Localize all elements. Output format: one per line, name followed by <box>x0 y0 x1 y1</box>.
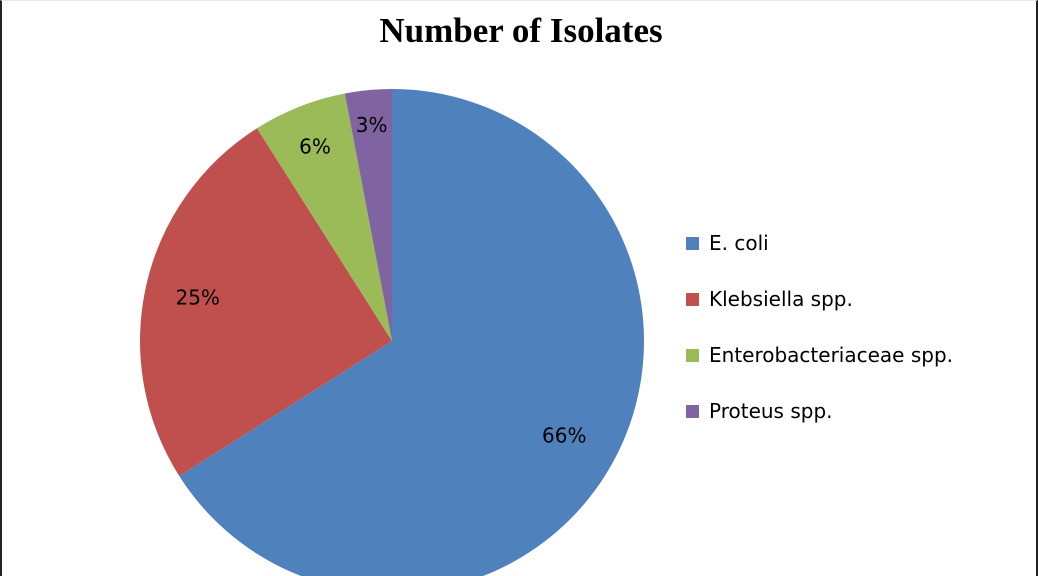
legend-label-enterobacteriaceae: Enterobacteriaceae spp. <box>709 343 953 367</box>
legend-swatch-e-coli <box>686 236 699 250</box>
chart-title: Number of Isolates <box>379 11 663 50</box>
legend-swatch-enterobacteriaceae <box>686 348 699 362</box>
legend: E. coli Klebsiella spp. Enterobacteriace… <box>686 229 953 453</box>
legend-label-proteus: Proteus spp. <box>709 399 833 423</box>
slice-label-klebsiella: 25% <box>175 286 219 310</box>
pie-slice-proteus <box>344 89 392 341</box>
pie-slice-e-coli <box>179 89 644 576</box>
pie-slice-klebsiella <box>140 128 392 477</box>
legend-item-klebsiella: Klebsiella spp. <box>686 285 953 313</box>
slice-label-proteus: 3% <box>356 113 388 137</box>
slice-label-enterobacteriaceae: 6% <box>299 135 331 159</box>
legend-label-e-coli: E. coli <box>709 231 769 255</box>
legend-item-enterobacteriaceae: Enterobacteriaceae spp. <box>686 341 953 369</box>
legend-swatch-klebsiella <box>686 292 699 306</box>
slice-label-e-coli: 66% <box>542 424 586 448</box>
legend-item-proteus: Proteus spp. <box>686 397 953 425</box>
pie-slice-enterobacteriaceae <box>256 93 392 341</box>
legend-swatch-proteus <box>686 404 699 418</box>
legend-item-e-coli: E. coli <box>686 229 953 257</box>
legend-label-klebsiella: Klebsiella spp. <box>709 287 853 311</box>
